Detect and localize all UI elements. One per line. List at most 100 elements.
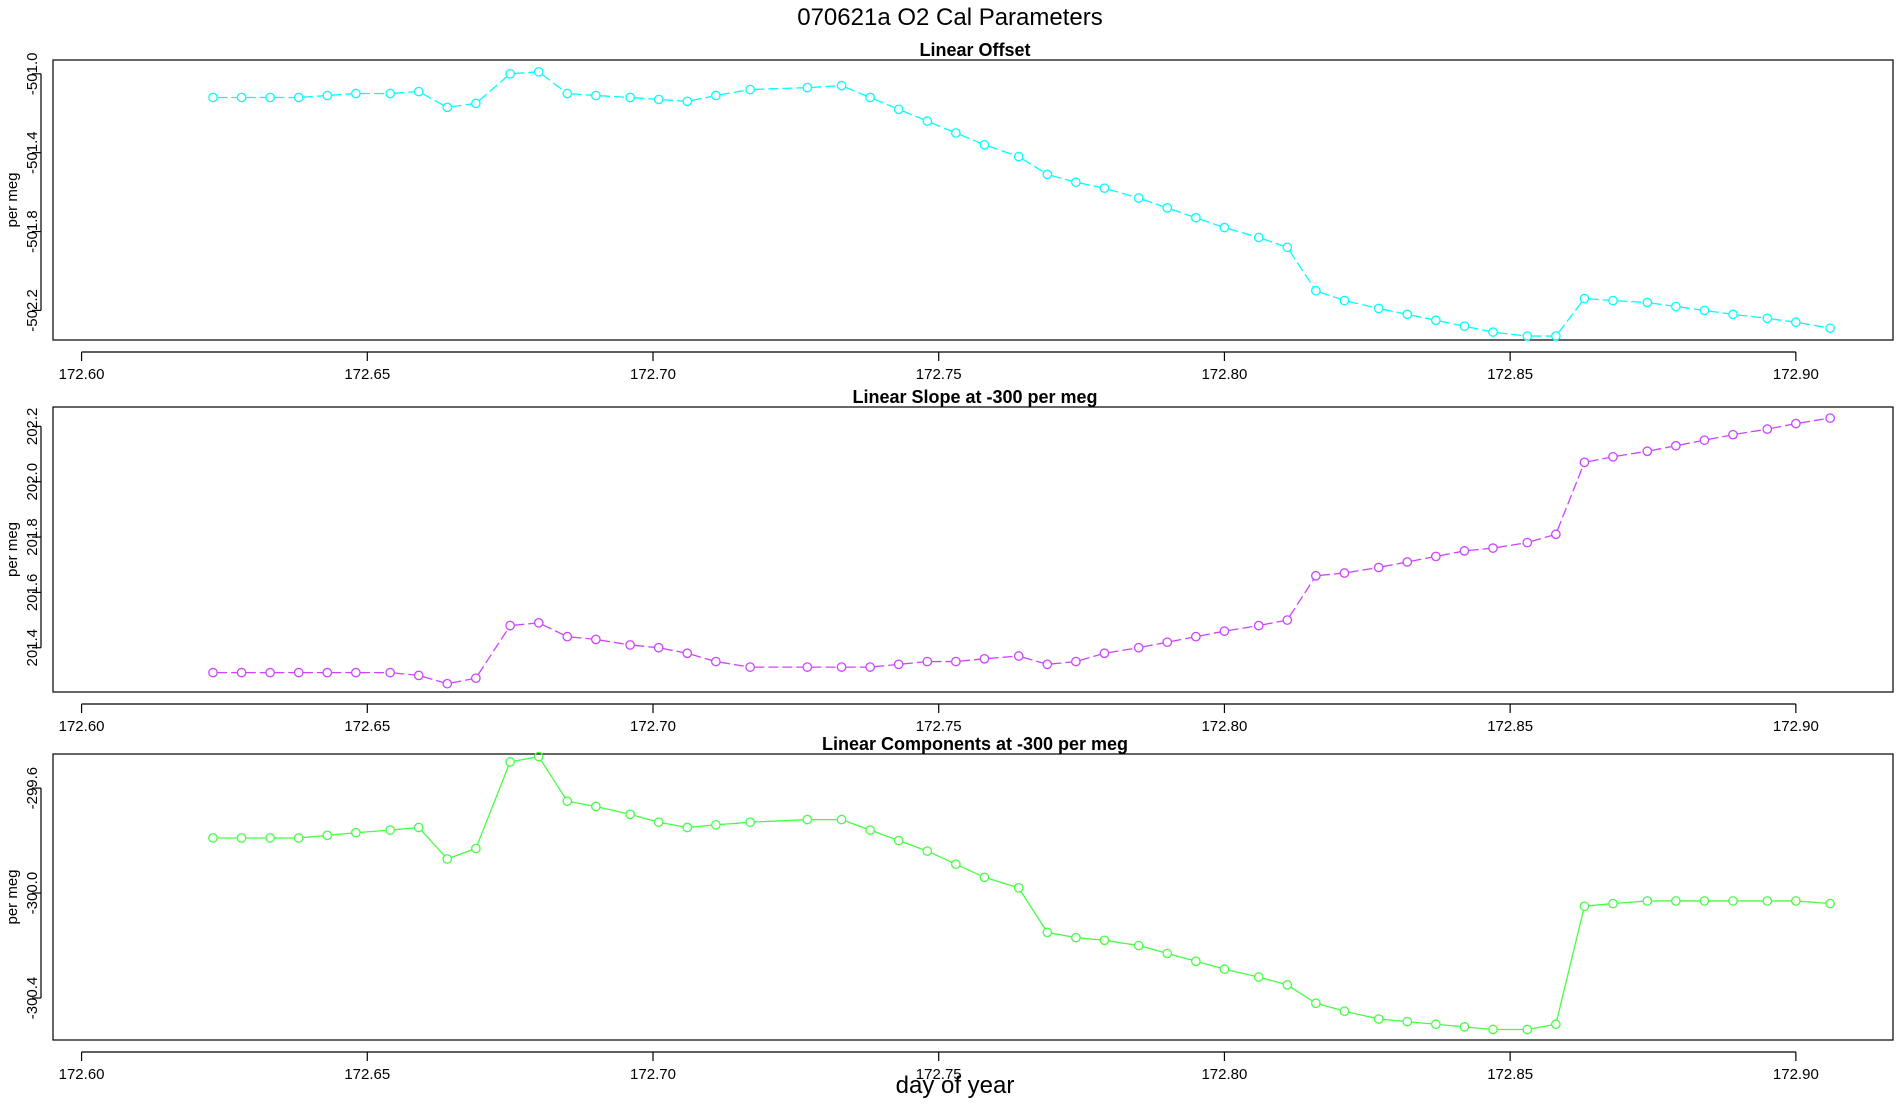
data-point <box>1488 543 1498 553</box>
data-point <box>682 648 693 659</box>
data-point <box>745 84 755 95</box>
data-point <box>505 757 515 767</box>
data-point <box>1191 212 1201 223</box>
data-point <box>865 662 875 672</box>
data-point <box>1282 615 1293 625</box>
series-line-segment <box>1108 940 1135 946</box>
series-line-segment <box>1079 653 1101 662</box>
series-line-segment <box>514 622 535 626</box>
series-line-segment <box>451 849 473 859</box>
data-point <box>979 872 990 883</box>
x-tick-label: 172.80 <box>1201 366 1247 383</box>
series-line-segment <box>1319 1003 1341 1011</box>
data-point <box>802 82 813 93</box>
panel-title: Linear Components at -300 per meg <box>822 734 1128 754</box>
series-line-segment <box>599 806 627 815</box>
data-point <box>625 640 635 650</box>
x-tick-label: 172.60 <box>59 718 105 735</box>
data-point <box>1642 297 1653 308</box>
y-axis-label: per meg <box>4 172 21 227</box>
series-line-segment <box>988 145 1015 156</box>
data-point <box>265 92 275 103</box>
data-point <box>1311 570 1321 581</box>
series-line-segment <box>1799 900 1827 904</box>
series-line-segment <box>331 93 352 96</box>
series-line-segment <box>1531 534 1553 543</box>
data-point <box>293 833 304 843</box>
y-tick-label: 201.6 <box>24 574 41 612</box>
panel-title: Linear Offset <box>919 40 1030 60</box>
series-line-segment <box>1679 440 1701 446</box>
series-line-segment <box>451 103 472 108</box>
series-line-segment <box>514 756 535 762</box>
series-line-segment <box>394 91 415 94</box>
x-tick-label: 172.90 <box>1773 1066 1819 1083</box>
data-point <box>1099 648 1110 659</box>
x-tick-label: 172.65 <box>344 1066 390 1083</box>
data-point <box>1459 1022 1470 1032</box>
series-line-segment <box>930 852 953 864</box>
data-point <box>208 833 218 843</box>
data-point <box>1488 1024 1498 1035</box>
series-line-segment <box>1022 656 1044 664</box>
data-point <box>951 656 961 667</box>
data-point <box>1642 896 1653 906</box>
series-line-segment <box>1497 331 1524 337</box>
series-line-segment <box>1708 434 1730 441</box>
series-line-segment <box>754 87 804 91</box>
series-line-segment <box>873 98 896 109</box>
data-point <box>1013 882 1024 893</box>
data-point <box>1253 620 1264 631</box>
data-point <box>1488 327 1498 337</box>
data-point <box>1728 429 1738 440</box>
plot-frame <box>52 406 1894 693</box>
data-point <box>505 68 515 79</box>
data-point <box>1608 295 1618 306</box>
data-point <box>1339 568 1350 578</box>
series-line-segment <box>422 93 444 106</box>
data-point <box>533 617 544 628</box>
series-line-segment <box>1228 228 1255 237</box>
series-line-segment <box>662 99 684 102</box>
data-point <box>591 634 601 645</box>
data-point <box>979 653 990 664</box>
data-point <box>1825 413 1835 423</box>
series-line-segment <box>1142 642 1164 648</box>
data-point <box>865 92 875 103</box>
y-tick-label: 202.0 <box>24 463 41 501</box>
data-point <box>1191 956 1201 967</box>
data-point <box>1551 331 1561 341</box>
data-point <box>1671 896 1681 906</box>
data-point <box>1579 901 1590 912</box>
data-point <box>1311 998 1321 1009</box>
data-series <box>208 413 1835 689</box>
series-line-segment <box>988 655 1015 660</box>
data-point <box>893 835 904 846</box>
data-point <box>1431 315 1441 326</box>
data-point <box>1762 313 1773 324</box>
data-point <box>533 66 544 77</box>
data-point <box>1671 440 1681 451</box>
data-point <box>1551 1019 1561 1030</box>
x-tick-label: 172.75 <box>916 1066 962 1083</box>
series-line-segment <box>1108 647 1135 654</box>
data-point <box>711 90 721 101</box>
data-point <box>682 96 693 107</box>
series-line-segment <box>1799 418 1827 424</box>
series-line-segment <box>1588 298 1609 301</box>
data-point <box>1431 1019 1441 1030</box>
data-point <box>1191 631 1201 642</box>
series-line-segment <box>1319 291 1341 300</box>
x-tick-label: 172.85 <box>1487 718 1533 735</box>
series-line-segment <box>478 76 508 102</box>
data-point <box>1373 1014 1384 1024</box>
y-tick-label: 201.4 <box>24 629 41 667</box>
data-point <box>533 751 544 762</box>
data-point <box>979 139 990 150</box>
data-point <box>625 92 635 103</box>
y-tick-label: 201.8 <box>24 518 41 556</box>
data-point <box>1699 435 1710 446</box>
series-line-segment <box>719 661 747 668</box>
data-point <box>1762 896 1773 906</box>
data-point <box>1219 222 1230 233</box>
